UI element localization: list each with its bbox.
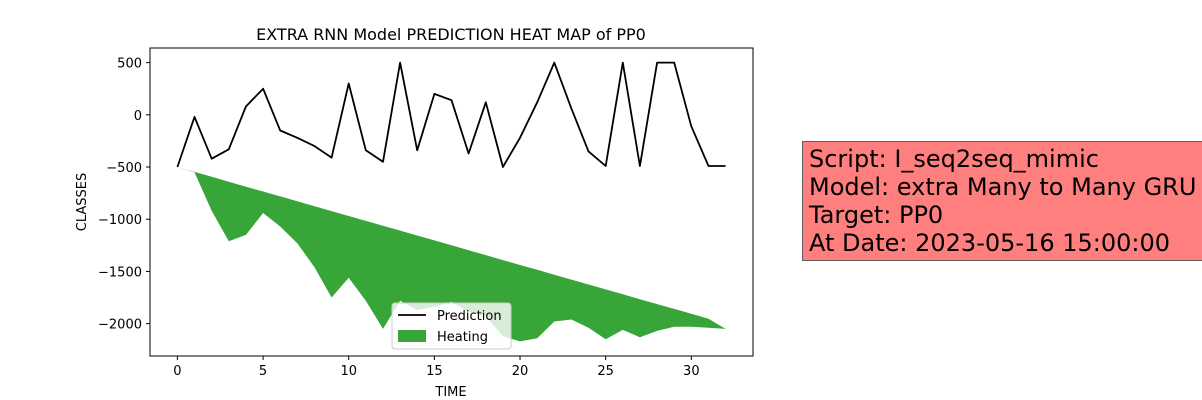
chart: EXTRA RNN Model PREDICTION HEAT MAP of P… xyxy=(75,25,754,400)
x-tick-label: 20 xyxy=(512,364,529,379)
y-tick-label: 0 xyxy=(134,109,142,124)
plot-frame xyxy=(149,47,754,357)
info-date: At Date: 2023-05-16 15:00:00 xyxy=(809,229,1171,257)
legend-heating-label: Heating xyxy=(437,330,488,345)
info-box: Script: I_seq2seq_mimic Model: extra Man… xyxy=(802,141,1202,261)
y-axis-label: CLASSES xyxy=(75,173,90,231)
x-tick-label: 5 xyxy=(259,364,267,379)
y-tick-label: −1500 xyxy=(98,265,142,280)
legend: Prediction Heating xyxy=(391,302,512,350)
info-script: Script: I_seq2seq_mimic xyxy=(809,145,1099,173)
info-target: Target: PP0 xyxy=(809,201,944,229)
info-model: Model: extra Many to Many GRU xyxy=(809,173,1197,201)
legend-heating-swatch xyxy=(398,330,426,342)
axes: 0 5 10 15 20 25 30 500 0 −500 −1000 −1500 −2000 xyxy=(98,57,700,379)
y-tick-label: −2000 xyxy=(98,318,142,333)
y-tick-label: −1000 xyxy=(98,213,142,228)
x-tick-label: 15 xyxy=(426,364,443,379)
y-tick-label: 500 xyxy=(117,57,142,72)
x-tick-label: 25 xyxy=(597,364,614,379)
x-tick-label: 0 xyxy=(173,364,181,379)
x-tick-label: 10 xyxy=(340,364,357,379)
plot-area xyxy=(176,61,726,342)
legend-prediction-label: Prediction xyxy=(437,309,502,324)
x-axis-label: TIME xyxy=(434,385,466,400)
y-tick-label: −500 xyxy=(106,161,142,176)
chart-title: EXTRA RNN Model PREDICTION HEAT MAP of P… xyxy=(256,25,646,44)
prediction-line xyxy=(176,61,726,168)
heating-area xyxy=(177,167,726,342)
x-tick-label: 30 xyxy=(683,364,700,379)
